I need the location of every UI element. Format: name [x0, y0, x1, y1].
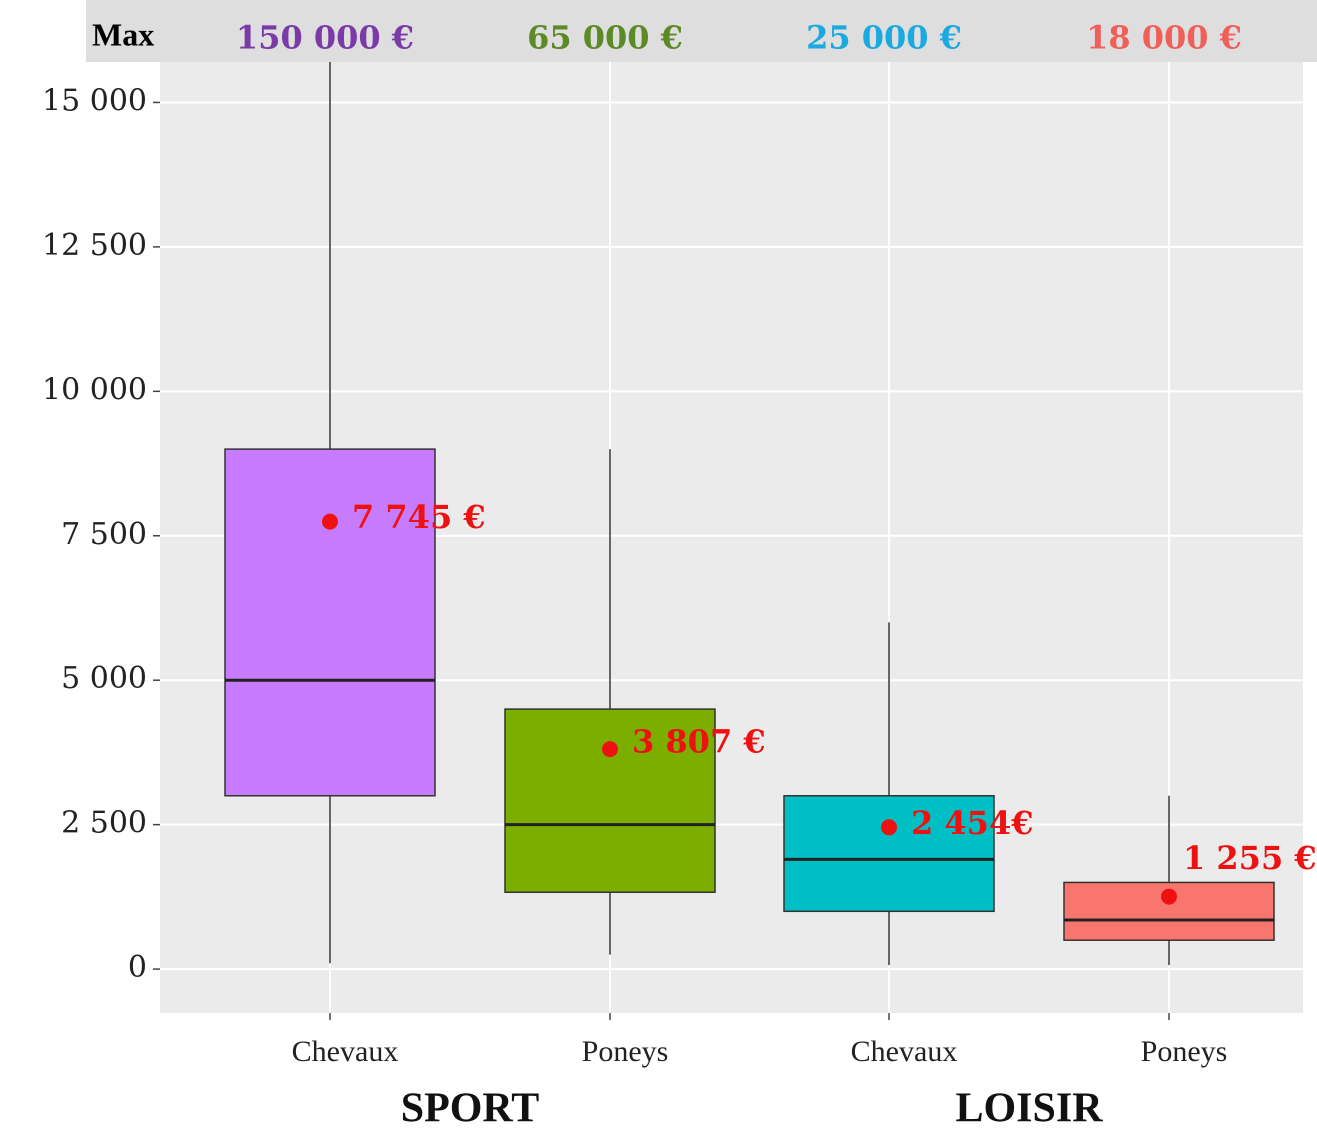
- max-value: 25 000 €: [806, 19, 962, 57]
- y-tick-label: 0: [128, 950, 147, 985]
- max-header: [86, 0, 1317, 62]
- y-tick-label: 10 000: [42, 372, 147, 407]
- y-tick-label: 2 500: [61, 806, 147, 841]
- y-tick-label: 15 000: [42, 83, 147, 118]
- mean-point: [881, 819, 897, 836]
- mean-label: 2 454€: [911, 804, 1033, 842]
- max-value: 18 000 €: [1086, 19, 1242, 57]
- mean-point: [322, 513, 338, 530]
- box: [504, 708, 716, 893]
- y-tick-label: 12 500: [42, 228, 147, 263]
- mean-point: [602, 741, 618, 758]
- box: [224, 448, 436, 797]
- x-tick-label: Poneys: [1141, 1035, 1228, 1068]
- mean-point: [1161, 888, 1177, 905]
- group-label: SPORT: [401, 1086, 540, 1132]
- mean-label: 3 807 €: [632, 723, 766, 761]
- x-tick-label: Poneys: [582, 1035, 669, 1068]
- mean-label: 1 255 €: [1183, 839, 1317, 877]
- x-tick-label: Chevaux: [292, 1035, 399, 1068]
- group-label: LOISIR: [955, 1086, 1103, 1132]
- max-value: 150 000 €: [236, 19, 414, 57]
- y-tick-label: 5 000: [61, 661, 147, 696]
- y-tick-label: 7 500: [61, 517, 147, 552]
- max-label: Max: [92, 16, 154, 52]
- max-value: 65 000 €: [527, 19, 683, 57]
- x-tick-label: Chevaux: [851, 1035, 958, 1068]
- box: [783, 795, 995, 913]
- mean-label: 7 745 €: [352, 498, 486, 536]
